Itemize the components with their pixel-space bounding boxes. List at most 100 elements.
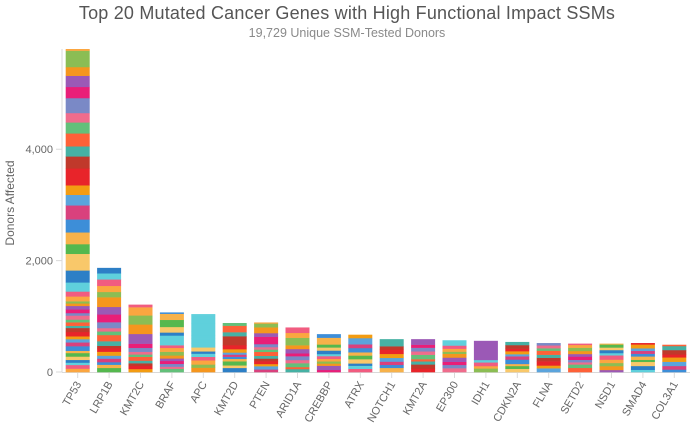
bar-segment [254,336,279,345]
bar-segment [97,334,122,342]
bar-segment [65,86,90,99]
bar-segment [285,359,310,364]
bar-segment [159,366,184,369]
bar-segment [442,353,467,358]
bar-setd2[interactable] [568,343,593,373]
bar-segment [128,363,153,367]
bar-nsd1[interactable] [599,343,624,373]
bar-segment [65,205,90,220]
bar-segment [536,348,561,351]
bar-segment [505,356,530,360]
bar-segment [348,355,373,360]
bar-segment [65,282,90,292]
bar-segment [348,365,373,369]
bar-segment [191,351,216,354]
bar-segment [222,361,247,366]
bar-segment [222,322,247,326]
bar-apc[interactable] [191,314,216,373]
bar-segment [65,253,90,271]
bar-kmt2c[interactable] [128,304,153,373]
bar-segment [599,347,624,351]
bar-segment [442,364,467,369]
bar-segment [97,341,122,346]
bar-segment [65,50,90,68]
bar-segment [505,344,530,349]
bar-segment [285,356,310,361]
x-tick-label-ep300: EP300 [434,380,461,415]
bar-segment [536,365,561,369]
bar-pten[interactable] [254,322,279,373]
bar-segment [442,351,467,354]
bar-kmt2a[interactable] [411,339,436,373]
x-tick-label-lrp1b: LRP1B [88,380,116,416]
bar-segment [348,344,373,349]
x-tick-label-nsd1: NSD1 [593,380,618,411]
bar-segment [411,339,436,345]
bar-segment [348,347,373,353]
bar-segment [316,344,341,348]
bar-segment [159,312,184,314]
bar-crebbp[interactable] [316,334,341,373]
bar-segment [222,354,247,357]
bar-segment [505,348,530,352]
bar-segment [128,360,153,364]
bar-notch1[interactable] [379,339,404,373]
bar-idh1[interactable] [473,340,498,373]
bar-segment [662,369,687,373]
bar-segment [473,368,498,373]
bar-segment [128,315,153,325]
bar-segment [159,319,184,328]
bar-segment [97,273,122,280]
bar-segment [630,361,655,367]
bar-segment [442,368,467,373]
bar-segment [97,345,122,349]
bar-segment [191,360,216,365]
bar-segment [473,359,498,363]
bar-segment [254,327,279,334]
bar-smad4[interactable] [630,343,655,373]
bar-segment [159,326,184,333]
bar-segment [222,367,247,373]
bar-segment [65,327,90,333]
bar-segment [316,356,341,360]
bar-segment [191,353,216,358]
bar-segment [65,244,90,255]
bar-tp53[interactable] [65,49,90,373]
bar-segment [568,359,593,363]
bar-segment [379,353,404,359]
bar-segment [191,315,216,324]
bar-segment [630,356,655,360]
bar-segment [65,315,90,320]
x-tick-label-apc: APC [188,379,210,405]
bar-flna[interactable] [536,343,561,373]
bar-segment [285,363,310,368]
bar-segment [191,314,216,316]
bar-segment [65,362,90,366]
bar-atrx[interactable] [348,334,373,373]
bar-segment [65,156,90,169]
bar-ep300[interactable] [442,340,467,373]
bar-segment [379,339,404,347]
bar-segment [97,297,122,308]
bar-segment [473,365,498,369]
x-tick-label-notch1: NOTCH1 [365,380,398,425]
bar-segment [630,353,655,357]
bar-col3a1[interactable] [662,344,687,373]
bar-segment [191,343,216,348]
bar-segment [191,364,216,368]
bar-segment [348,352,373,356]
bar-braf[interactable] [159,312,184,373]
bar-segment [65,97,90,114]
bar-segment [379,346,404,350]
bar-segment [128,347,153,352]
bar-segment [65,296,90,302]
bar-kmt2d[interactable] [222,322,247,373]
bar-cdkn2a[interactable] [505,341,530,373]
bar-segment [65,364,90,369]
bar-segment [65,66,90,76]
bar-arid1a[interactable] [285,327,310,373]
bar-lrp1b[interactable] [97,267,122,373]
bar-segment [285,332,310,338]
bar-segment [599,349,624,354]
